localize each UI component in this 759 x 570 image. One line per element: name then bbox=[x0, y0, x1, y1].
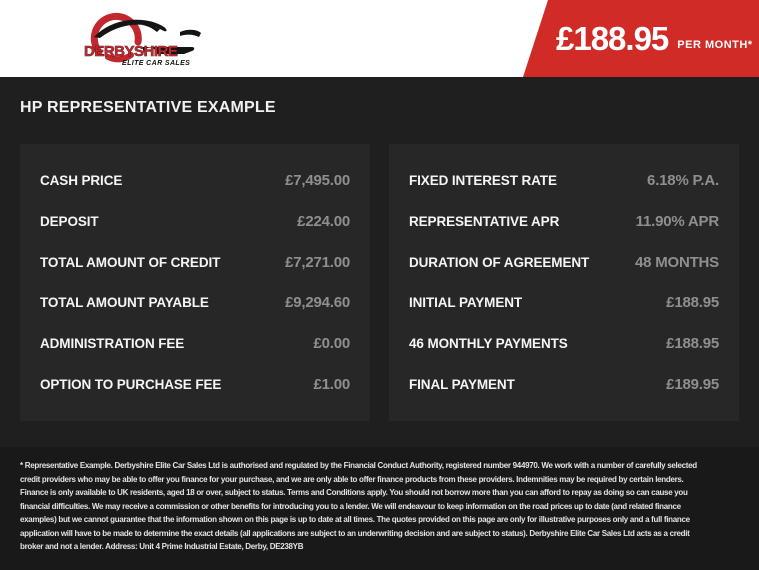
finance-label: DEPOSIT bbox=[40, 213, 99, 229]
finance-row: FIXED INTEREST RATE 6.18% P.A. bbox=[409, 160, 719, 201]
finance-label: DURATION OF AGREEMENT bbox=[409, 254, 590, 270]
finance-row: CASH PRICE £7,495.00 bbox=[40, 160, 350, 201]
monthly-price: £188.95 bbox=[556, 20, 669, 57]
finance-row: TOTAL AMOUNT PAYABLE £9,294.60 bbox=[40, 282, 350, 323]
price-ribbon: £188.95 PER MONTH* bbox=[523, 0, 759, 77]
finance-panels: CASH PRICE £7,495.00 DEPOSIT £224.00 TOT… bbox=[20, 144, 739, 421]
finance-value: £189.95 bbox=[666, 376, 719, 394]
legal-disclaimer: * Representative Example. Derbyshire Eli… bbox=[20, 461, 697, 551]
finance-value: 11.90% APR bbox=[635, 212, 720, 230]
finance-value: £224.00 bbox=[297, 212, 350, 230]
finance-row: TOTAL AMOUNT OF CREDIT £7,271.00 bbox=[40, 242, 350, 283]
finance-row: 46 MONTHLY PAYMENTS £188.95 bbox=[409, 323, 719, 364]
finance-row: REPRESENTATIVE APR 11.90% APR bbox=[409, 201, 719, 242]
finance-value: £188.95 bbox=[666, 294, 719, 312]
finance-value: £7,271.00 bbox=[285, 253, 350, 271]
finance-row: DURATION OF AGREEMENT 48 MONTHS bbox=[409, 242, 719, 283]
finance-example-section: HP REPRESENTATIVE EXAMPLE CASH PRICE £7,… bbox=[0, 77, 759, 421]
finance-label: REPRESENTATIVE APR bbox=[409, 213, 560, 229]
logo-brand-text: DERBYSHIRE bbox=[84, 43, 178, 60]
finance-value: £7,495.00 bbox=[285, 171, 350, 189]
finance-value: £9,294.60 bbox=[285, 294, 350, 312]
finance-value: 6.18% P.A. bbox=[647, 171, 719, 189]
finance-row: FINAL PAYMENT £189.95 bbox=[409, 364, 719, 405]
footer-bar: * Representative Example. Derbyshire Eli… bbox=[0, 447, 759, 570]
finance-label: FINAL PAYMENT bbox=[409, 377, 515, 393]
finance-label: TOTAL AMOUNT PAYABLE bbox=[40, 295, 209, 311]
finance-label: CASH PRICE bbox=[40, 172, 123, 188]
finance-value: £188.95 bbox=[666, 335, 719, 353]
finance-label: INITIAL PAYMENT bbox=[409, 295, 523, 311]
logo-tagline-text: ELITE CAR SALES bbox=[122, 60, 190, 67]
page-title: HP REPRESENTATIVE EXAMPLE bbox=[20, 99, 276, 116]
finance-value: £0.00 bbox=[313, 335, 350, 353]
monthly-price-period: PER MONTH* bbox=[677, 38, 753, 51]
red-ring-icon bbox=[90, 12, 142, 63]
finance-row: INITIAL PAYMENT £188.95 bbox=[409, 282, 719, 323]
car-silhouette-icon bbox=[94, 19, 201, 54]
finance-label: FIXED INTEREST RATE bbox=[409, 172, 557, 188]
finance-label: OPTION TO PURCHASE FEE bbox=[40, 377, 222, 393]
finance-value: £1.00 bbox=[313, 376, 350, 394]
finance-value: 48 MONTHS bbox=[634, 253, 719, 271]
finance-label: 46 MONTHLY PAYMENTS bbox=[409, 336, 568, 352]
finance-panel-right: FIXED INTEREST RATE 6.18% P.A. REPRESENT… bbox=[389, 144, 739, 421]
finance-panel-left: CASH PRICE £7,495.00 DEPOSIT £224.00 TOT… bbox=[20, 144, 370, 421]
header-bar: DERBYSHIRE ELITE CAR SALES £188.95 PER M… bbox=[0, 0, 759, 77]
finance-row: OPTION TO PURCHASE FEE £1.00 bbox=[40, 364, 350, 405]
dealer-logo[interactable]: DERBYSHIRE ELITE CAR SALES bbox=[84, 11, 226, 69]
finance-row: DEPOSIT £224.00 bbox=[40, 201, 350, 242]
finance-label: ADMINISTRATION FEE bbox=[40, 336, 185, 352]
finance-row: ADMINISTRATION FEE £0.00 bbox=[40, 323, 350, 364]
dealer-logo-graphic: DERBYSHIRE ELITE CAR SALES bbox=[84, 12, 201, 67]
finance-label: TOTAL AMOUNT OF CREDIT bbox=[40, 254, 221, 270]
